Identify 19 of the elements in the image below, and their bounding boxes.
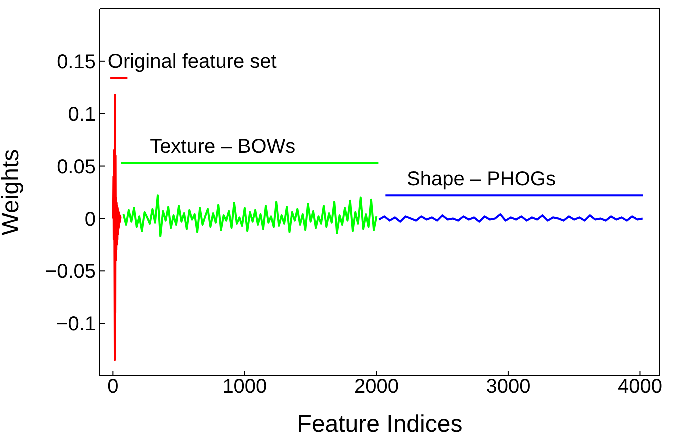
x-tick-label: 1000 [222, 376, 268, 398]
y-tick-label: −0.05 [45, 261, 96, 284]
line-series [122, 194, 378, 238]
annotation: Shape – PHOGs [407, 168, 556, 191]
y-axis-title: Weights [0, 149, 25, 236]
x-axis-title: Feature Indices [297, 411, 463, 438]
x-tick-label: 2000 [354, 376, 399, 398]
line-series [112, 94, 122, 362]
annotation: Texture – BOWs [150, 136, 296, 158]
x-tick-label: 3000 [486, 376, 531, 398]
x-tick-label: 0 [108, 376, 119, 398]
x-tick-label: 4000 [618, 376, 662, 398]
y-tick-label: −0.1 [56, 314, 96, 336]
y-tick-label: 0 [84, 208, 96, 231]
y-tick-label: 0.1 [68, 104, 96, 126]
y-tick-label: 0.15 [57, 52, 96, 74]
y-tick-label: 0.05 [57, 156, 96, 178]
annotation: Original feature set [108, 51, 278, 74]
line-series [378, 214, 644, 223]
